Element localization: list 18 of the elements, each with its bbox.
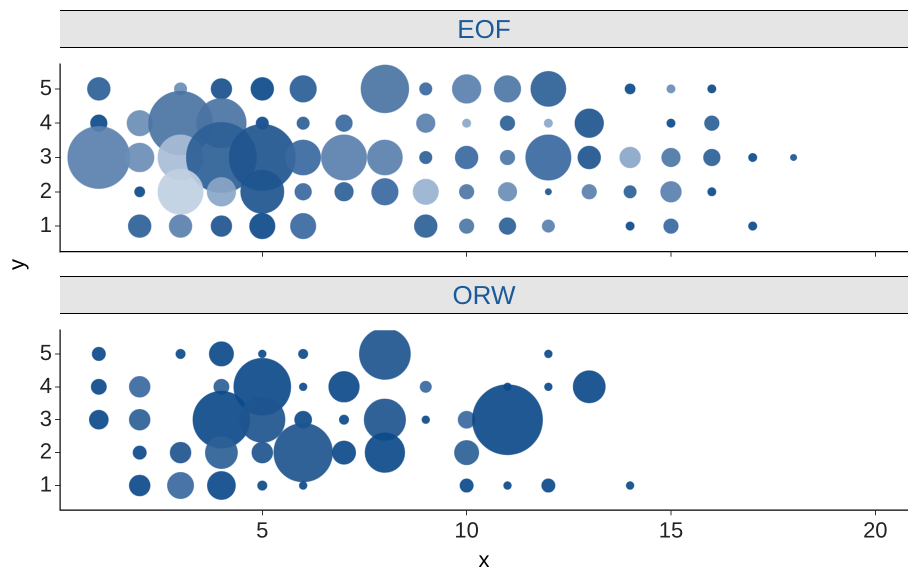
x-axis-title: x bbox=[478, 546, 490, 572]
y-axis-title: y bbox=[4, 259, 30, 270]
y-tick-label: 1 bbox=[40, 212, 52, 238]
y-tick-label: 1 bbox=[40, 472, 52, 497]
x-tick-label: 20 bbox=[863, 517, 888, 542]
x-tick-label: 10 bbox=[454, 517, 479, 542]
y-tick-label: 3 bbox=[40, 406, 52, 431]
y-tick-label: 5 bbox=[40, 340, 52, 365]
y-tick-label: 2 bbox=[40, 438, 52, 464]
y-tick-label: 5 bbox=[40, 74, 52, 100]
y-tick-label: 3 bbox=[40, 144, 52, 169]
chart-title: EOF bbox=[60, 10, 908, 48]
x-tick-label: 5 bbox=[256, 517, 268, 542]
y-tick-label: 2 bbox=[40, 178, 52, 203]
chart-title: ORW bbox=[60, 276, 908, 314]
x-tick-label: 15 bbox=[658, 517, 684, 542]
y-tick-label: 4 bbox=[40, 372, 52, 398]
y-tick-label: 4 bbox=[40, 109, 52, 134]
